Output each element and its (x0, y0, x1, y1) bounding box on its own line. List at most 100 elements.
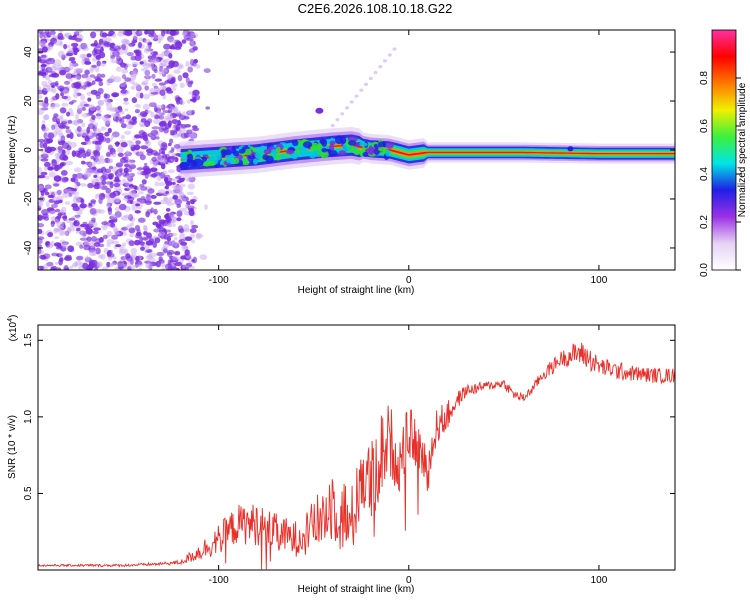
noise-speckle (161, 127, 168, 131)
noise-speckle (83, 170, 91, 178)
noise-speckle (85, 265, 92, 270)
noise-speckle (123, 167, 129, 174)
noise-speckle (116, 66, 122, 72)
noise-speckle (190, 233, 195, 239)
noise-speckle (140, 145, 149, 150)
noise-speckle (43, 216, 50, 221)
noise-speckle (72, 205, 80, 212)
noise-speckle (47, 194, 54, 198)
noise-speckle (70, 177, 76, 183)
noise-speckle (106, 107, 115, 111)
noise-speckle (171, 87, 176, 92)
noise-speckle (146, 262, 153, 270)
noise-speckle (164, 80, 170, 84)
noise-speckle (183, 116, 190, 120)
noise-speckle (161, 51, 168, 57)
noise-speckle (126, 186, 135, 190)
noise-speckle (50, 82, 59, 87)
noise-speckle (73, 220, 80, 227)
noise-speckle (151, 172, 157, 179)
noise-speckle (168, 212, 175, 218)
noise-speckle (38, 201, 43, 209)
noise-speckle (118, 116, 123, 122)
trail-speckle (359, 88, 364, 92)
noise-speckle (130, 74, 137, 81)
ridge-blob (265, 155, 274, 164)
noise-speckle (166, 251, 173, 258)
noise-speckle (112, 225, 118, 233)
noise-speckle (155, 260, 162, 268)
noise-speckle (186, 191, 194, 196)
noise-speckle (75, 84, 83, 90)
ridge-blob (233, 150, 240, 157)
noise-speckle (57, 243, 62, 249)
noise-speckle (76, 67, 84, 72)
noise-speckle (179, 82, 185, 89)
noise-speckle (138, 191, 144, 195)
noise-speckle (129, 190, 136, 196)
noise-speckle (131, 41, 136, 47)
noise-speckle (112, 50, 120, 57)
noise-speckle (165, 177, 173, 182)
noise-speckle (193, 59, 199, 64)
ridge-blob (263, 148, 272, 155)
noise-speckle (117, 152, 124, 157)
noise-speckle (44, 105, 48, 109)
noise-speckle (112, 93, 118, 98)
noise-speckle (73, 88, 79, 94)
noise-speckle (162, 248, 168, 254)
noise-speckle (42, 264, 49, 270)
noise-speckle (55, 156, 61, 163)
noise-speckle (158, 256, 163, 262)
noise-speckle (112, 197, 120, 203)
trail-speckle (392, 47, 397, 51)
noise-speckle (183, 224, 190, 231)
noise-speckle (106, 250, 112, 257)
noise-speckle (136, 228, 141, 235)
noise-speckle (187, 183, 195, 190)
noise-speckle (147, 55, 153, 60)
noise-speckle (95, 113, 102, 117)
snr-plot: -100 0 100 0.5 1.0 1.5 Height of straight li… (7, 315, 676, 595)
noise-speckle (58, 30, 64, 33)
ridge-blob (347, 136, 358, 142)
noise-speckle (135, 203, 141, 207)
noise-speckle (54, 236, 59, 240)
noise-speckle (47, 132, 55, 139)
noise-speckle (113, 44, 119, 49)
trail-speckle (364, 82, 368, 86)
isolated-blob (567, 146, 574, 152)
noise-speckle (155, 223, 162, 228)
noise-speckle (130, 259, 134, 265)
ridge-blob (255, 151, 263, 160)
noise-speckle (185, 61, 190, 67)
noise-speckle (179, 232, 185, 236)
noise-speckle (71, 150, 77, 158)
noise-speckle (90, 31, 97, 39)
noise-speckle (150, 207, 154, 214)
noise-speckle (100, 73, 106, 78)
noise-speckle (167, 112, 173, 120)
noise-speckle (101, 221, 109, 226)
noise-speckle (38, 89, 44, 95)
snr-x-tick-label: -100 (209, 575, 229, 586)
noise-speckle (104, 168, 112, 174)
ridge-blob (241, 159, 250, 166)
noise-speckle (68, 101, 74, 105)
noise-speckle (173, 144, 181, 149)
spectrogram-y-tick-label: -40 (23, 240, 34, 255)
noise-speckle (57, 213, 63, 217)
spectrogram-plot: -100 0 100 -40 -20 0 20 40 Height of straight … (7, 29, 676, 296)
spectrogram-x-label: Height of straight line (km) (298, 285, 415, 296)
noise-speckle (59, 162, 65, 167)
noise-speckle (98, 237, 104, 243)
noise-speckle (86, 126, 90, 134)
noise-speckle (94, 128, 102, 134)
noise-speckle (53, 227, 59, 234)
noise-speckle (114, 206, 121, 212)
noise-speckle (170, 189, 179, 196)
noise-speckle (165, 208, 171, 212)
noise-speckle (117, 262, 125, 267)
snr-x-tick-label: 100 (591, 575, 608, 586)
noise-speckle (171, 106, 179, 111)
